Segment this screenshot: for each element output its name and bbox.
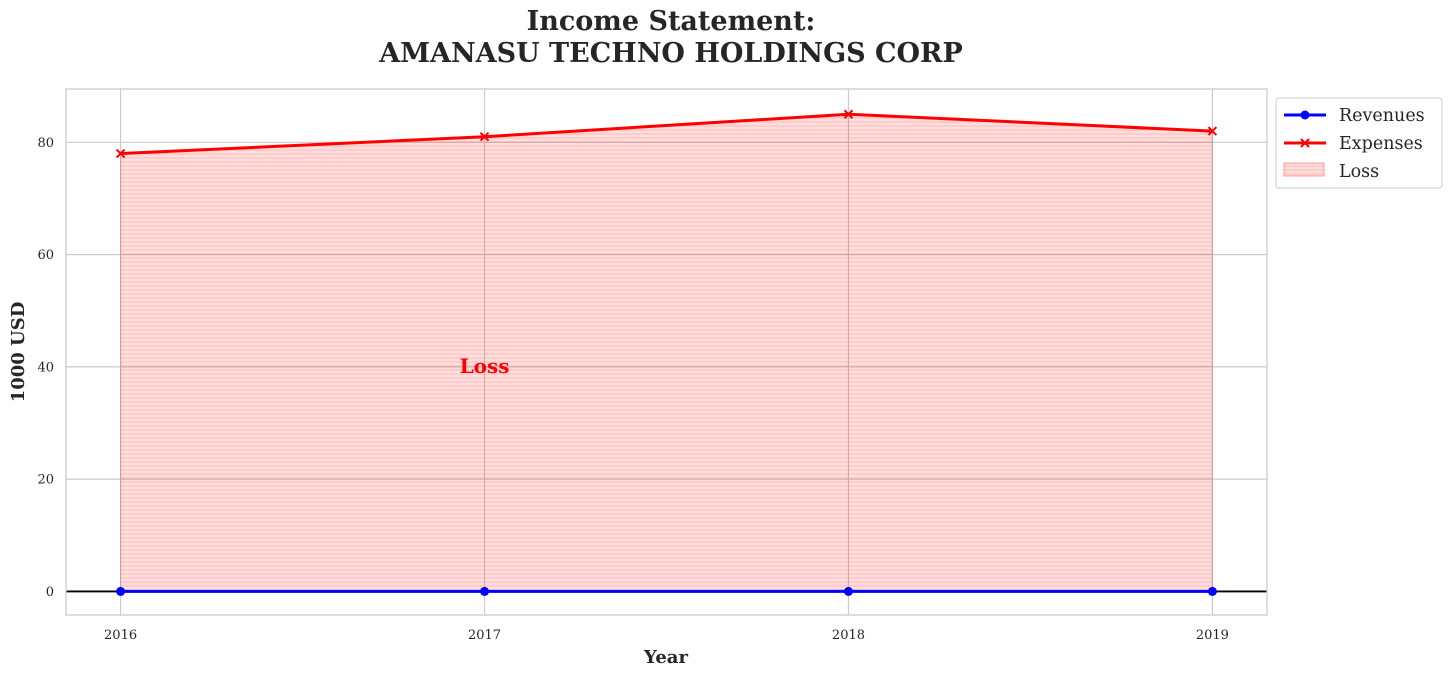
legend-label-revenues: Revenues — [1339, 106, 1425, 126]
x-tick-label: 2016 — [104, 628, 137, 643]
y-tick-label: 0 — [46, 585, 54, 600]
legend-entry-revenues: Revenues — [1284, 106, 1425, 126]
chart-title-line2: AMANASU TECHNO HOLDINGS CORP — [378, 38, 963, 69]
series-expenses — [115, 109, 1218, 159]
legend-label-loss: Loss — [1339, 162, 1379, 182]
revenues-point — [480, 586, 490, 596]
legend-entry-expenses: Expenses — [1284, 134, 1423, 154]
loss-area — [120, 113, 1213, 592]
series-layer — [66, 109, 1267, 596]
tick-labels: 0 20 40 60 80 2016 2017 2018 2019 — [37, 136, 1229, 643]
y-tick-label: 80 — [37, 136, 54, 151]
y-tick-label: 40 — [37, 360, 54, 375]
revenues-point — [116, 586, 126, 596]
y-tick-label: 20 — [37, 473, 54, 488]
expenses-point — [479, 132, 490, 142]
annotations: Loss — [460, 354, 510, 378]
legend-label-expenses: Expenses — [1339, 134, 1423, 154]
expenses-point — [115, 148, 126, 159]
revenues-point — [1207, 586, 1217, 596]
x-tick-label: 2019 — [1196, 628, 1229, 643]
revenues-point — [843, 586, 853, 596]
y-axis-label: 1000 USD — [8, 302, 29, 403]
loss-annotation: Loss — [460, 354, 510, 378]
series-revenues — [116, 586, 1217, 596]
expenses-point — [843, 109, 854, 119]
legend-entry-loss: Loss — [1283, 162, 1379, 182]
expenses-point — [1207, 126, 1218, 136]
loss-fill-layer — [120, 113, 1213, 592]
expenses-line — [120, 112, 1213, 156]
x-tick-label: 2017 — [468, 628, 501, 643]
plot-frame — [65, 88, 1268, 616]
legend: Revenues Expenses Loss — [1275, 97, 1443, 189]
chart-title-line1: Income Statement: — [527, 6, 816, 37]
x-axis-label: Year — [643, 647, 688, 668]
y-tick-label: 60 — [37, 248, 54, 263]
x-tick-label: 2018 — [832, 628, 865, 643]
